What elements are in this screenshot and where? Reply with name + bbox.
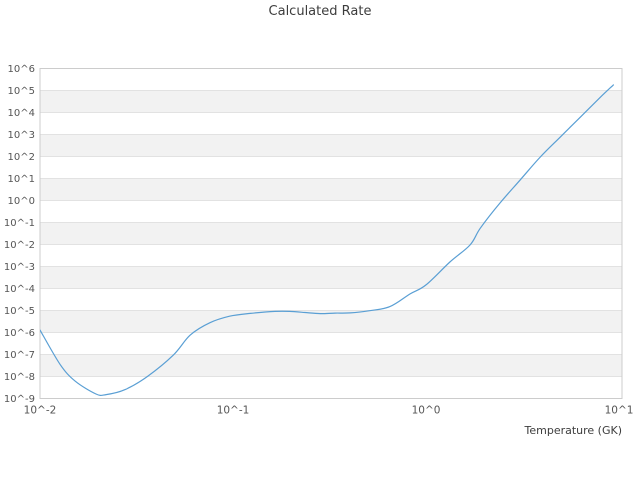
y-tick-label: 10^2	[8, 152, 35, 163]
y-tick-label: 10^-6	[4, 328, 35, 339]
y-tick-label: 10^3	[8, 130, 35, 141]
x-tick-label: 10^-1	[217, 405, 250, 417]
y-tick-label: 10^-2	[4, 240, 35, 251]
y-tick-label: 10^6	[8, 64, 35, 75]
plot-band	[40, 134, 622, 157]
plot-border	[39, 68, 623, 399]
x-tick-label: 10^1	[605, 405, 634, 417]
plot-band	[40, 178, 622, 201]
y-tick-label: 10^-5	[4, 306, 35, 317]
y-tick-label: 10^5	[8, 86, 35, 97]
y-tick-label: 10^-7	[4, 350, 35, 361]
plot-band	[40, 354, 622, 377]
y-tick-label: 10^-4	[4, 284, 35, 295]
y-tick-label: 10^0	[8, 196, 35, 207]
rate-line	[40, 84, 614, 397]
chart-title: Calculated Rate	[268, 4, 372, 19]
y-tick-label: 10^-9	[4, 394, 35, 405]
x-axis-label: Temperature (GK)	[524, 424, 623, 437]
plot-band	[40, 310, 622, 333]
y-tick-label: 10^-3	[4, 262, 35, 273]
y-tick-label: 10^1	[8, 174, 35, 185]
plot-band	[40, 90, 622, 113]
plot-band	[40, 222, 622, 245]
x-tick-label: 10^0	[412, 405, 441, 417]
y-tick-label: 10^4	[8, 108, 35, 119]
x-tick-label: 10^-2	[24, 405, 57, 417]
y-tick-label: 10^-1	[4, 218, 35, 229]
plot-band	[40, 266, 622, 289]
y-tick-label: 10^-8	[4, 372, 35, 383]
